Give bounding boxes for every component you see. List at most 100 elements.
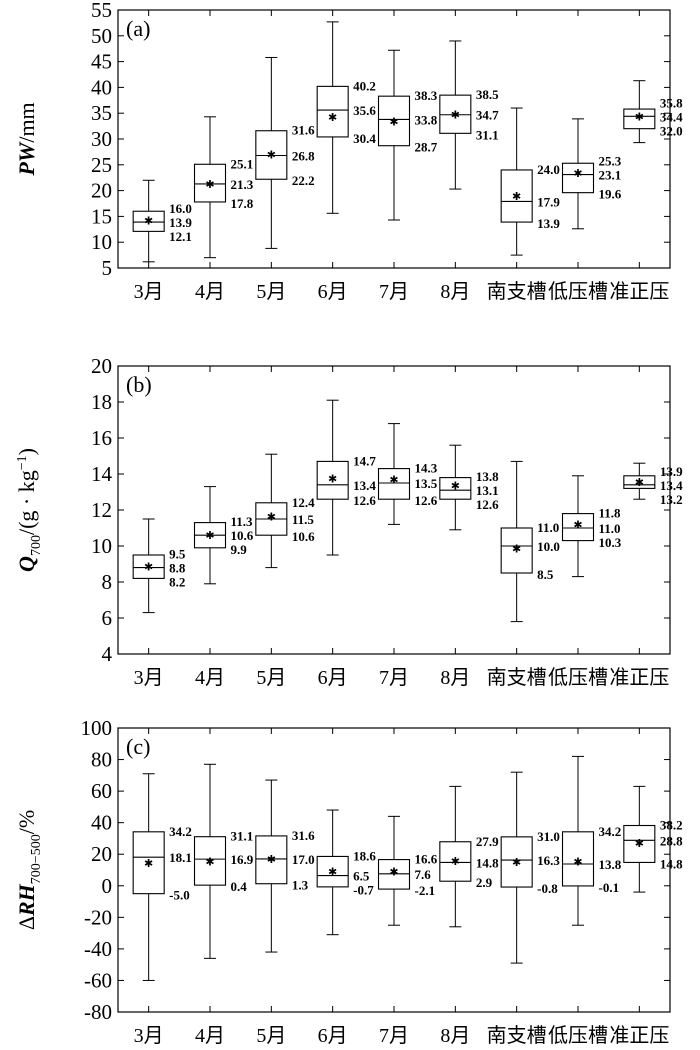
value-label: 14.8 [660,856,683,871]
box-8: ✱ 38.228.8 14.8 [623,785,683,893]
box-0: ✱ 9.58.88.2 [132,518,186,614]
x-tick-label: 南支槽 [487,1024,547,1047]
x-tick-label: 6月 [318,281,348,303]
panel-label: (b) [126,372,152,397]
x-tick-label: 7月 [379,667,409,689]
y-tick-label: 30 [91,127,112,151]
value-label: 13.9 [169,215,192,230]
panel-c: -80 -60 -40 -20 0 20 40 60 80 100 3月 4月 5月 6月 7月 8月 南支槽低… [14,716,683,1047]
y-axis-label-unit: /(g · kg [14,470,39,535]
value-label: -5.0 [169,888,190,903]
y-tick-label: 45 [91,50,112,74]
y-axis-label-unit: /% [14,810,39,834]
mean-marker: ✱ [144,857,153,870]
box-2: ✱ 31.6 17.0 1.3 [255,779,315,953]
value-label: 19.6 [599,187,622,202]
mean-marker: ✱ [573,518,582,531]
mean-marker: ✱ [267,148,276,161]
y-tick-label: 18 [91,390,112,414]
value-label: 14.7 [353,453,376,468]
box-body [500,836,533,888]
panel-label: (a) [126,16,150,41]
box-3: ✱ 40.2 35.6 30.4 [316,21,376,214]
mean-marker: ✱ [267,510,276,523]
value-label: 31.0 [537,829,560,844]
mean-marker: ✱ [328,866,337,879]
mean-marker: ✱ [144,561,153,574]
y-axis-label: ΔRH700−500/% [14,810,44,930]
value-label: 13.1 [476,483,499,498]
value-label: 8.8 [169,561,186,576]
y-axis-label-prefix: Δ [14,916,39,930]
box-body [193,163,227,203]
y-tick-label: 60 [91,779,112,803]
value-label: 35.8 [660,95,683,110]
box-body [132,831,165,895]
box-6: ✱ 11.0 10.0 8.5 [500,460,560,623]
mean-marker: ✱ [512,543,521,556]
box-4: ✱ 38.3 33.8 28.7 [377,49,438,221]
y-tick-label: 20 [91,842,112,866]
y-tick-label: -40 [84,937,112,961]
value-label: 13.8 [476,469,499,484]
box-body [193,836,227,886]
mean-marker: ✱ [205,529,214,542]
box-body [561,162,595,194]
box-body [255,835,288,885]
y-axis-label-unit: /mm [14,102,39,142]
value-label: 12.6 [353,493,376,508]
value-label: 2.9 [476,875,493,890]
mean-marker: ✱ [328,111,337,124]
panel-b: 4 6 8 10 12 14 16 18 20 3月 4月 5月 6月 7月 8月 南支槽 低压槽 准正压 (b) Q… [14,354,683,689]
mean-marker: ✱ [389,866,398,879]
value-label: 35.6 [353,103,376,118]
y-axis-label-symbol: Q [14,556,39,572]
x-tick-label: 8月 [440,281,470,303]
box-0: ✱ 34.2 18.1 -5.0 [132,773,192,981]
box-4: ✱ 14.313.5 12.6 [377,423,438,525]
value-label: 22.2 [292,173,315,188]
box-2: ✱ 31.6 26.8 22.2 [255,56,315,249]
value-label: 12.6 [476,497,499,512]
y-tick-label: 6 [102,606,113,630]
value-label: 10.6 [292,529,315,544]
box-5: ✱ 38.5 34.7 31.1 [439,40,499,190]
value-label: 28.8 [660,833,683,848]
x-tick-label: 南支槽 [487,666,547,689]
panel-label: (c) [126,734,150,759]
value-label: 34.2 [599,824,622,839]
y-tick-label: 10 [91,534,112,558]
box-body [500,169,533,223]
value-label: 34.4 [660,109,683,124]
y-axis-label-symbol: PW [14,141,39,176]
box-1: ✱ 11.310.69.9 [193,486,254,585]
x-tick-label: 准正压 [609,1024,669,1047]
value-label: 11.0 [537,520,559,535]
x-tick-label: 3月 [134,667,164,689]
value-label: 13.4 [353,478,376,493]
box-0: ✱ 16.013.912.1 [132,179,192,263]
x-tick-label: 3月 [134,1025,164,1047]
mean-marker: ✱ [389,473,398,486]
y-tick-label: 100 [81,716,113,740]
value-label: 16.3 [537,853,560,868]
box-4: ✱ 16.67.6-2.1 [377,815,438,926]
box-7: ✱ 25.323.1 19.6 [561,118,622,230]
value-label: 7.6 [415,867,432,882]
x-tick-label: 6月 [318,1025,348,1047]
value-label: 24.0 [537,162,560,177]
mean-marker: ✱ [205,178,214,191]
y-tick-label: 8 [102,570,113,594]
y-axis-label-close: ) [14,448,39,455]
y-tick-label: 55 [91,0,112,22]
value-label: 11.5 [292,512,315,527]
box-body [561,513,595,542]
y-tick-label: 25 [91,153,112,177]
y-axis-label: Q700/(g · kg−1) [14,448,44,572]
box-1: ✱ 25.1 21.3 17.8 [193,116,254,259]
mean-marker: ✱ [328,473,337,486]
box-body [377,95,411,147]
value-label: 17.8 [231,196,254,211]
value-label: 31.1 [476,127,499,142]
value-label: 12.6 [415,493,438,508]
